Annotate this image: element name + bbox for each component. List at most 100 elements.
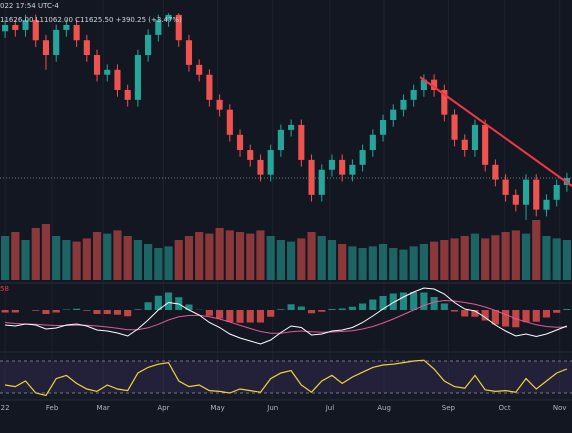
volume-bar	[82, 238, 91, 280]
candle-body	[471, 124, 479, 151]
candle-body	[553, 184, 560, 200]
macd-histogram-bar	[542, 310, 551, 318]
macd-histogram-bar	[338, 308, 346, 310]
x-tick-label: Feb	[46, 404, 59, 412]
x-tick-label: 22	[1, 404, 10, 412]
volume-bar	[542, 236, 551, 280]
volume-bar	[562, 240, 571, 280]
volume-bar	[532, 220, 541, 280]
volume-bar	[297, 238, 306, 280]
candle-body	[226, 109, 233, 135]
volume-bar	[307, 232, 316, 280]
volume-bar	[552, 238, 561, 280]
volume-bar	[225, 230, 234, 280]
macd-histogram-bar	[430, 297, 438, 310]
volume-bar	[470, 233, 480, 280]
macd-histogram-bar	[287, 304, 295, 310]
candle-body	[431, 79, 438, 90]
macd-histogram-bar	[32, 310, 40, 311]
candle-body	[482, 124, 489, 165]
candle-body	[390, 109, 397, 121]
volume-bar	[287, 241, 296, 280]
candle-body	[461, 139, 468, 151]
volume-bar	[195, 232, 204, 280]
candle-body	[104, 69, 111, 75]
volume-bar	[358, 248, 367, 280]
macd-histogram-bar	[461, 310, 469, 317]
signal-line	[5, 299, 567, 334]
candle-body	[22, 20, 29, 30]
candle-body	[175, 14, 182, 41]
macd-histogram-bar	[11, 310, 19, 313]
candle-body	[114, 69, 121, 90]
candle-body	[196, 64, 203, 75]
candle-body	[257, 159, 264, 175]
macd-histogram-bar	[348, 306, 356, 310]
macd-histogram-bar	[532, 310, 540, 322]
volume-bar	[113, 230, 122, 280]
macd-histogram-bar	[113, 310, 122, 315]
macd-histogram-bar	[563, 309, 571, 310]
macd-histogram-bar	[318, 310, 326, 312]
x-tick-label: Sep	[442, 404, 456, 412]
macd-histogram-bar	[93, 310, 101, 314]
macd-histogram-bar	[164, 292, 173, 310]
candle-body	[492, 164, 499, 180]
macd-histogram-bar	[471, 310, 479, 317]
volume-bar	[317, 236, 326, 280]
volume-bar	[62, 240, 71, 280]
macd-histogram-bar	[522, 310, 530, 323]
x-tick-label: Oct	[499, 404, 511, 412]
volume-bar	[41, 224, 51, 280]
trend-line	[419, 76, 572, 187]
x-tick-label: May	[210, 404, 224, 412]
candle-body	[236, 134, 244, 151]
volume-bar	[511, 230, 520, 280]
macd-histogram-bar	[379, 296, 387, 310]
candle-body	[359, 150, 366, 165]
macd-histogram-bar	[502, 310, 510, 327]
macd-histogram-bar	[399, 292, 408, 310]
macd-histogram-bar	[216, 310, 224, 319]
candle-body	[441, 89, 448, 115]
macd-histogram-bar	[185, 304, 193, 310]
volume-bar	[174, 240, 183, 280]
volume-bar	[184, 236, 194, 280]
macd-histogram-bar	[246, 310, 254, 323]
macd-histogram-bar	[256, 310, 265, 323]
candle-body	[318, 169, 325, 195]
volume-bar	[154, 248, 163, 280]
plot	[0, 13, 572, 397]
candle-body	[522, 179, 530, 205]
candle-body	[73, 24, 80, 41]
macd-histogram-bar	[52, 310, 60, 313]
candle-body	[93, 55, 101, 75]
volume-bar	[133, 240, 142, 280]
candle-body	[512, 194, 519, 205]
volume-bar	[368, 246, 377, 280]
volume-bar	[521, 233, 531, 280]
candle-body	[369, 134, 376, 151]
volume-bar	[450, 238, 459, 280]
volume-bar	[348, 246, 357, 280]
volume-bar	[389, 248, 398, 280]
macd-label: 58	[0, 285, 9, 293]
candle-body	[339, 159, 346, 175]
macd-histogram-bar	[62, 309, 70, 310]
macd-histogram-bar	[450, 310, 459, 312]
macd-histogram-bar	[267, 310, 275, 317]
candle-body	[42, 40, 50, 56]
volume-bar	[440, 240, 449, 280]
candle-body	[145, 34, 152, 56]
macd-histogram-bar	[205, 310, 213, 316]
macd-histogram-bar	[277, 309, 285, 310]
candle-body	[379, 120, 387, 135]
macd-histogram-bar	[73, 308, 81, 310]
macd-histogram-bar	[144, 302, 152, 310]
volume-bar	[409, 246, 418, 280]
macd-histogram-bar	[103, 310, 111, 314]
candle-body	[155, 20, 162, 35]
candle-body	[83, 40, 90, 56]
macd-histogram-bar	[124, 310, 132, 317]
volume-bar	[501, 232, 510, 280]
